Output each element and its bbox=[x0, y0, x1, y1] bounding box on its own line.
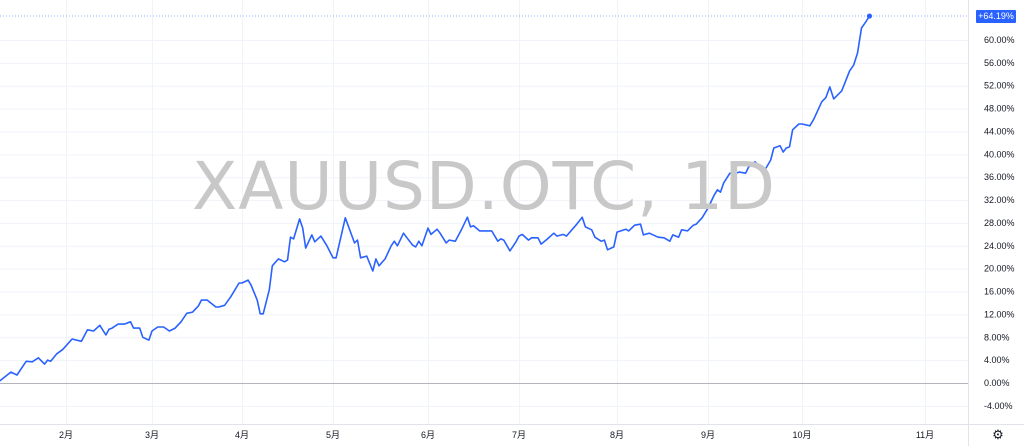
series-line bbox=[0, 15, 871, 382]
last-value-label: +64.19% bbox=[976, 10, 1016, 24]
y-tick-label: 16.00% bbox=[984, 287, 1015, 297]
x-tick-label: 8月 bbox=[610, 430, 624, 440]
y-tick-label: 52.00% bbox=[984, 81, 1015, 91]
y-tick-label: -4.00% bbox=[984, 401, 1013, 411]
y-tick-label: 56.00% bbox=[984, 58, 1015, 68]
y-tick-label: 32.00% bbox=[984, 195, 1015, 205]
x-tick-label: 11月 bbox=[916, 430, 934, 440]
y-tick-label: 44.00% bbox=[984, 126, 1015, 136]
grid bbox=[0, 0, 968, 424]
y-tick-label: 40.00% bbox=[984, 149, 1015, 159]
x-tick-label: 10月 bbox=[792, 430, 811, 440]
y-tick-label: 60.00% bbox=[984, 35, 1015, 45]
y-tick-label: 12.00% bbox=[984, 309, 1015, 319]
y-tick-label: 36.00% bbox=[984, 172, 1015, 182]
x-tick-label: 5月 bbox=[326, 430, 340, 440]
y-tick-label: 24.00% bbox=[984, 241, 1015, 251]
y-tick-label: 8.00% bbox=[984, 332, 1010, 342]
gear-icon[interactable]: ⚙ bbox=[992, 427, 1004, 442]
last-point bbox=[866, 13, 873, 19]
x-tick-label: 9月 bbox=[701, 430, 715, 440]
x-tick-label: 2月 bbox=[59, 430, 73, 440]
y-tick-label: 20.00% bbox=[984, 264, 1015, 274]
price-axis[interactable]: -4.00% 0.00% 4.00% 8.00% 12.00% 16.00% 20.00% 2… bbox=[984, 35, 1015, 411]
y-tick-label: 28.00% bbox=[984, 218, 1015, 228]
x-tick-label: 6月 bbox=[421, 430, 435, 440]
x-tick-label: 3月 bbox=[145, 430, 159, 440]
y-tick-label: 0.00% bbox=[984, 378, 1010, 388]
time-axis[interactable]: 2月 3月 4月 5月 6月 7月 8月 9月 10月 11月 bbox=[59, 430, 934, 440]
y-tick-label: 48.00% bbox=[984, 104, 1015, 114]
x-tick-label: 7月 bbox=[512, 430, 526, 440]
y-tick-label: 4.00% bbox=[984, 355, 1010, 365]
x-tick-label: 4月 bbox=[235, 430, 249, 440]
